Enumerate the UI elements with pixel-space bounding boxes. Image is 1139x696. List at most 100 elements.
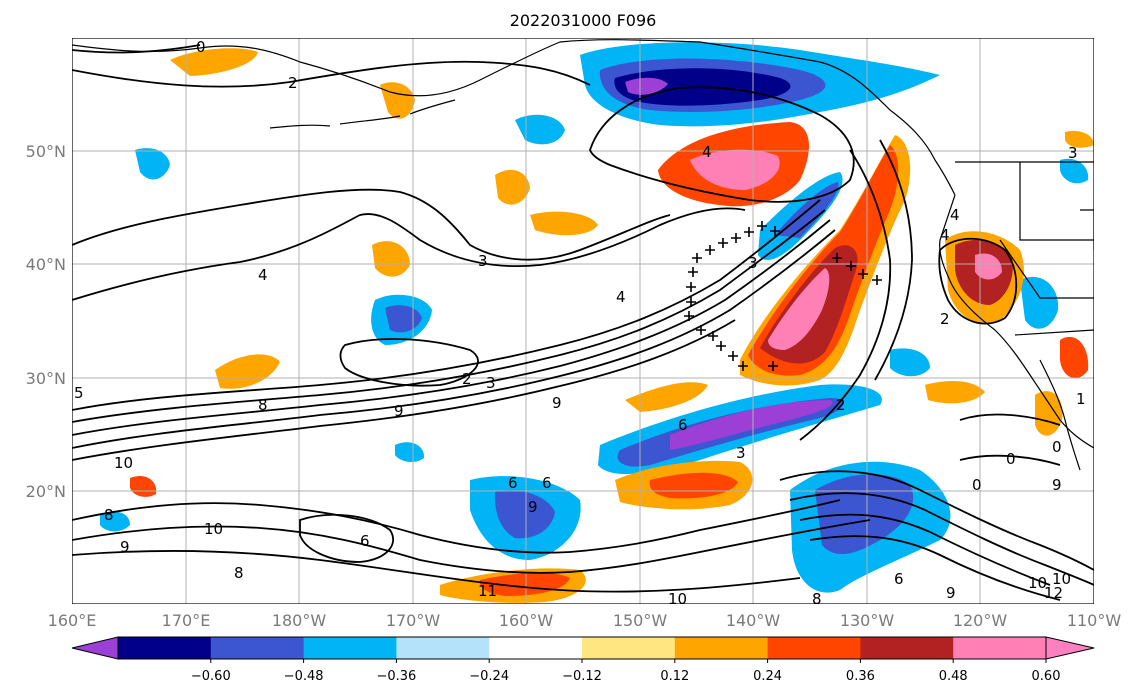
contour-label: 0: [1052, 438, 1062, 456]
shade-blue-west1: [515, 114, 565, 145]
lon-tick: 180°W: [272, 611, 327, 630]
contour-label: 2: [940, 310, 950, 328]
map-title: 2022031000 F096: [510, 11, 657, 30]
lat-tick: 40°N: [26, 255, 66, 274]
shade-orange-e2: [1035, 391, 1063, 436]
shade-pink-ca: [975, 253, 1002, 280]
lon-axis: 160°E 170°E 180°W 170°W 160°W 150°W 140°…: [48, 611, 1122, 630]
shade-blue-east: [890, 348, 930, 377]
coast-alaska: [72, 39, 956, 196]
shade-darkblue-south: [815, 474, 914, 555]
contour-east-lines: [959, 413, 1061, 466]
shade-blue-coast: [1020, 276, 1059, 329]
shade-orange-w5: [372, 241, 410, 277]
contour-label: 4: [616, 288, 626, 306]
colorbar-tick-label: −0.60: [191, 669, 231, 684]
lon-tick: 140°W: [726, 611, 781, 630]
contour-label: 10: [1028, 574, 1047, 592]
border-states2: [999, 239, 1094, 299]
contour-jet-east-1: [799, 149, 892, 441]
contour-se-1: [779, 470, 1094, 571]
contour-se-3: [799, 513, 1051, 586]
contour-label: 0: [1006, 450, 1016, 468]
contour-label: 0: [196, 38, 206, 56]
contour-se-2: [789, 492, 1094, 586]
border-states1: [1019, 162, 1094, 241]
contour-jet-1: [72, 199, 821, 411]
contour-label: 8: [104, 506, 114, 524]
lon-tick: 160°W: [499, 611, 554, 630]
contour-label: 1: [1076, 390, 1086, 408]
lon-tick: 170°E: [162, 611, 211, 630]
shade-orange-w7: [625, 382, 708, 412]
colorbar-tick-label: −0.12: [562, 669, 602, 684]
contour-jet-east-2: [874, 139, 913, 381]
coast-westus: [939, 194, 1094, 449]
colorbar: −0.60 −0.48 −0.36 −0.24 −0.12 0.12 0.24 0.36 0.4…: [71, 636, 1095, 684]
shade-orange-e1: [925, 380, 985, 404]
contour-3-west: [72, 188, 671, 261]
colorbar-tick-label: −0.48: [284, 669, 324, 684]
colorbar-swatch: [582, 637, 676, 659]
contour-label: 11: [478, 582, 497, 600]
contour-north-loop: [589, 86, 855, 203]
colorbar-tick-label: −0.24: [469, 669, 509, 684]
shade-blue-farsw: [100, 511, 130, 532]
shade-orange-w3: [495, 169, 530, 205]
contour-label: 9: [1052, 476, 1062, 494]
contour-label: 3: [478, 252, 488, 270]
colorbar-tick-label: 0.12: [660, 669, 689, 684]
lat-tick: 30°N: [26, 369, 66, 388]
lon-tick: 110°W: [1067, 611, 1122, 630]
contour-label: 12: [1044, 584, 1063, 602]
shading-positive: [130, 48, 1094, 603]
contour-label: 9: [528, 498, 538, 516]
contour-label: 9: [394, 402, 404, 420]
contour-labels: 0 2 3 4 5 8 9 10 2 3 9 4 4 3 2 6 3 6 9 6…: [74, 38, 1086, 608]
coastlines: [72, 39, 1094, 471]
colorbar-swatches: [118, 637, 1047, 659]
lon-tick: 130°W: [840, 611, 895, 630]
contour-label: 3: [1068, 144, 1078, 162]
shade-orange-w1: [170, 48, 258, 76]
shade-orange-w6: [215, 354, 280, 389]
colorbar-swatch: [396, 637, 490, 659]
shade-orange-farw: [130, 475, 157, 497]
shade-orange-w4: [530, 211, 598, 236]
colorbar-ticks: −0.60 −0.48 −0.36 −0.24 −0.12 0.12 0.24 0.36 0.4…: [191, 659, 1060, 684]
contours: [72, 44, 1094, 601]
shade-orange-ne: [1065, 130, 1094, 148]
contour-label: 0: [972, 476, 982, 494]
colorbar-swatch: [674, 637, 769, 659]
shade-red-mid: [649, 472, 738, 499]
shade-blue-west2: [135, 148, 170, 180]
contour-label: 6: [894, 570, 904, 588]
contour-label: 10: [114, 454, 133, 472]
contour-6-loop: [299, 513, 395, 563]
contour-south-3: [72, 549, 801, 593]
contour-label: 4: [702, 143, 712, 161]
contour-label: 10: [668, 590, 687, 608]
contour-0: [72, 44, 201, 54]
lat-axis: 50°N 40°N 30°N 20°N: [26, 142, 66, 501]
contour-label: 4: [950, 206, 960, 224]
border-east: [1080, 209, 1094, 250]
aleutian-islands: [269, 99, 456, 129]
lat-tick: 20°N: [26, 482, 66, 501]
coast-baja: [1039, 359, 1081, 471]
contour-label: 3: [486, 374, 496, 392]
shade-pink-jet: [768, 268, 830, 350]
contour-label: 3: [748, 254, 758, 272]
colorbar-swatch: [210, 637, 305, 659]
contour-jet-4: [72, 229, 836, 449]
contour-label: 3: [736, 444, 746, 462]
plus-markers: [684, 221, 882, 371]
colorbar-swatch: [118, 637, 212, 659]
shade-purple-band: [670, 400, 833, 450]
contour-ca-loop: [938, 237, 1018, 325]
contour-2: [72, 60, 591, 88]
contour-jet-3: [72, 219, 831, 436]
contour-label: 2: [288, 74, 298, 92]
contour-label: 9: [946, 584, 956, 602]
